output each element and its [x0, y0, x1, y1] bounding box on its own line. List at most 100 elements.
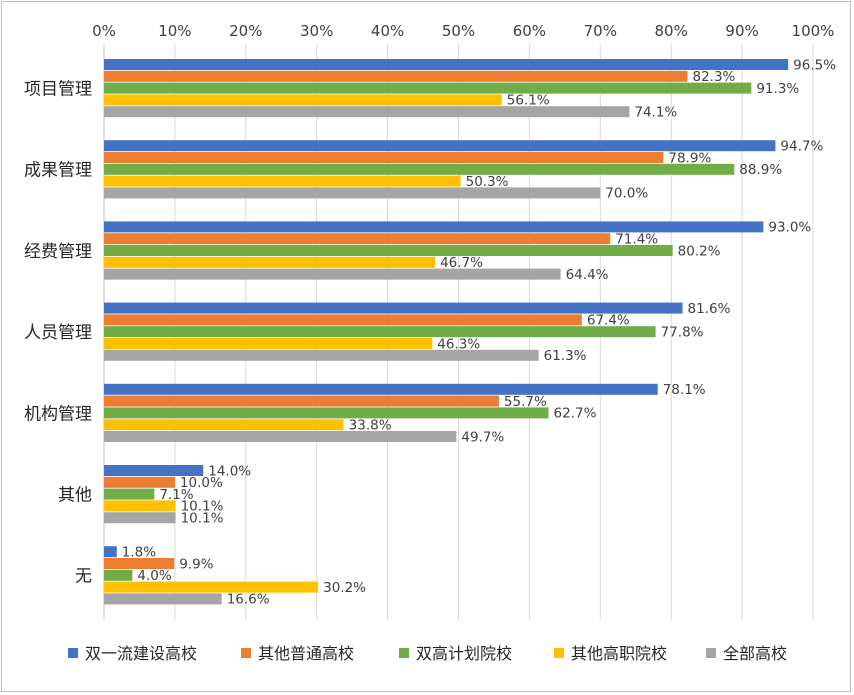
data-label: 4.0% [137, 568, 171, 584]
bar [104, 302, 683, 314]
data-label: 49.7% [461, 429, 504, 445]
data-label: 62.7% [554, 406, 597, 422]
bar [104, 94, 502, 106]
data-label: 78.9% [668, 150, 711, 166]
data-label: 71.4% [615, 232, 658, 248]
legend-label: 全部高校 [723, 644, 787, 663]
bar [104, 106, 630, 118]
bar [104, 82, 752, 94]
bar [104, 256, 436, 268]
bar [104, 407, 549, 419]
data-labels: 96.5% 82.3% 91.3% 56.1% 74.1% 94.7% 78.9% 88.9%… [122, 57, 836, 607]
legend-swatch [399, 648, 409, 658]
data-label: 77.8% [661, 325, 704, 341]
x-tick-label: 60% [513, 22, 546, 40]
bar [104, 175, 461, 187]
data-label: 91.3% [756, 81, 799, 97]
data-label: 33.8% [349, 418, 392, 434]
data-label: 70.0% [605, 186, 648, 202]
data-label: 81.6% [688, 301, 731, 317]
data-label: 56.1% [507, 93, 550, 109]
bar [104, 349, 539, 361]
data-label: 10.1% [181, 511, 224, 527]
data-label: 78.1% [663, 382, 706, 398]
bar [104, 465, 204, 476]
data-label: 55.7% [504, 394, 547, 410]
bar [104, 314, 582, 326]
data-label: 74.1% [634, 105, 677, 121]
category-label: 无 [75, 567, 92, 587]
data-label: 10.1% [181, 499, 224, 515]
data-label: 46.7% [440, 255, 483, 271]
legend-swatch [68, 648, 78, 658]
bar [104, 338, 433, 349]
data-label: 16.6% [227, 592, 270, 608]
bar [104, 70, 688, 82]
bar [104, 221, 764, 233]
bar [104, 163, 735, 175]
bar [104, 558, 175, 569]
gridlines [103, 44, 814, 620]
bar [104, 488, 155, 500]
x-tick-label: 70% [584, 22, 617, 40]
bar [104, 419, 344, 431]
bar [104, 326, 656, 338]
category-label: 经费管理 [24, 242, 92, 262]
data-label: 61.3% [544, 348, 587, 364]
bar [104, 395, 499, 407]
x-tick-label: 40% [371, 22, 404, 40]
legend: 双一流建设高校 其他普通高校 双高计划院校 其他高职院校 全部高校 [68, 644, 787, 663]
category-label: 人员管理 [24, 323, 92, 343]
category-label: 项目管理 [24, 80, 92, 100]
category-label: 机构管理 [24, 404, 92, 424]
data-label: 7.1% [159, 487, 193, 503]
data-label: 10.0% [180, 475, 223, 491]
bar [104, 569, 133, 581]
bar [104, 59, 789, 70]
bar [104, 512, 176, 524]
x-tick-label: 80% [655, 22, 688, 40]
data-label: 96.5% [793, 57, 836, 73]
legend-swatch [706, 648, 716, 658]
data-label: 64.4% [566, 267, 609, 283]
data-label: 93.0% [768, 220, 811, 236]
data-label: 14.0% [208, 463, 251, 479]
x-tick-label: 0% [92, 22, 116, 40]
data-label: 67.4% [587, 313, 630, 329]
x-tick-label: 30% [300, 22, 333, 40]
data-label: 30.2% [323, 580, 366, 596]
data-label: 82.3% [693, 69, 736, 85]
data-label: 50.3% [466, 174, 509, 190]
bar [104, 476, 175, 488]
legend-label: 其他高职院校 [571, 644, 667, 663]
bar [104, 268, 561, 280]
legend-label: 双一流建设高校 [85, 644, 197, 663]
legend-swatch [241, 648, 251, 658]
bar [104, 245, 673, 256]
legend-label: 双高计划院校 [416, 644, 512, 663]
bar [104, 187, 601, 199]
bar [104, 431, 457, 442]
category-label: 成果管理 [24, 161, 92, 181]
data-label: 94.7% [780, 139, 823, 155]
bar [104, 581, 319, 593]
data-label: 1.8% [122, 545, 156, 561]
data-label: 9.9% [179, 556, 213, 572]
category-label: 其他 [58, 486, 92, 506]
legend-label: 其他普通高校 [258, 644, 354, 663]
data-label: 46.3% [437, 336, 480, 352]
bar [104, 140, 776, 152]
bars [104, 59, 789, 605]
legend-swatch [554, 648, 564, 658]
x-tick-label: 100% [792, 22, 835, 40]
data-label: 88.9% [739, 162, 782, 178]
x-tick-label: 10% [158, 22, 191, 40]
x-tick-label: 20% [229, 22, 262, 40]
x-tick-label: 50% [442, 22, 475, 40]
bar [104, 593, 222, 605]
x-axis-ticks: 0% 10% 20% 30% 40% 50% 60% 70% 80% 90% 100% [92, 22, 834, 40]
x-tick-label: 90% [725, 22, 758, 40]
